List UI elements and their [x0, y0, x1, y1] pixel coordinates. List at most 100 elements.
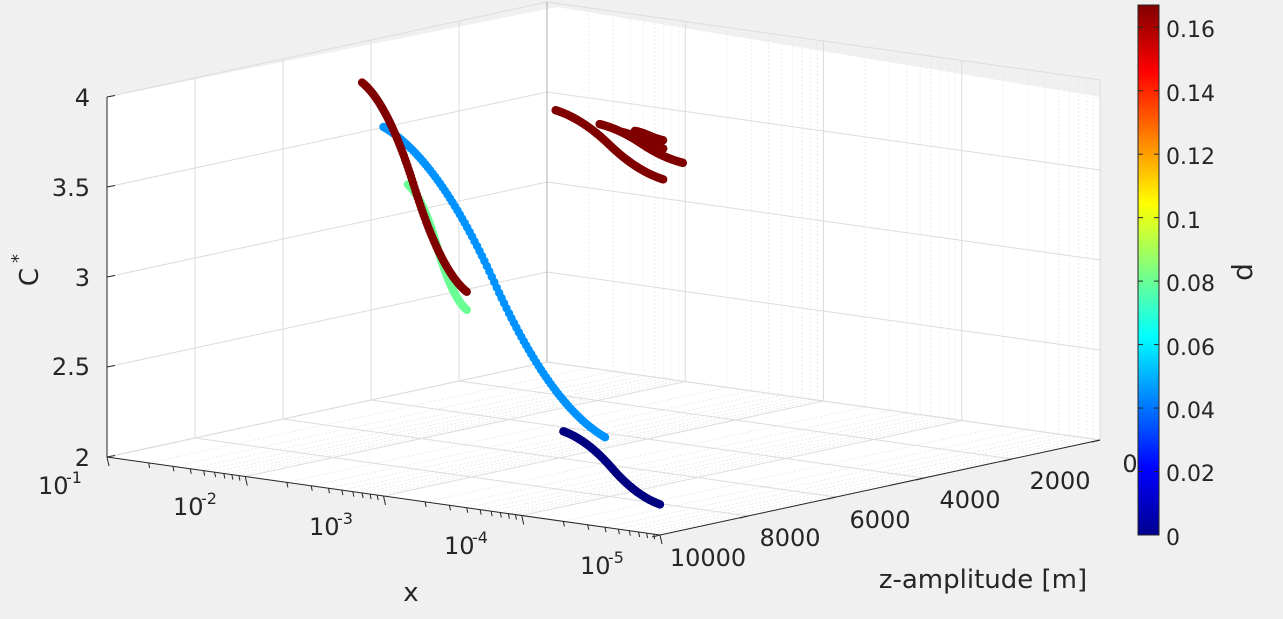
- x-minor-tick: [369, 494, 372, 500]
- colorbar-tick-label-0-12: 0.12: [1166, 145, 1215, 170]
- x-tick: [244, 476, 248, 486]
- z-tick: [106, 275, 116, 278]
- x-minor-tick: [361, 492, 364, 499]
- floor-grid-line: [370, 399, 925, 479]
- x-tick-base: 10: [38, 472, 69, 500]
- z-tick-label-3: 3: [75, 264, 90, 292]
- z-tick-label-4: 4: [75, 84, 90, 112]
- floor-minor-grid-line: [508, 418, 949, 515]
- x-minor-tick: [604, 527, 607, 533]
- colorbar-tick-label-0-1: 0.1: [1166, 209, 1201, 234]
- y-tick-label-10000: 10000: [670, 544, 746, 572]
- data-curves: [357, 78, 688, 509]
- floor-minor-grid-line: [352, 396, 793, 493]
- y-tick: [915, 477, 925, 481]
- x-minor-tick: [448, 505, 451, 511]
- x-minor-tick: [479, 509, 482, 515]
- colorbar-tick-label-0-16: 0.16: [1166, 18, 1215, 43]
- floor-minor-grid-line: [563, 425, 1004, 522]
- series-curve: [357, 78, 471, 296]
- z-tick-label-3-5: 3.5: [52, 174, 90, 202]
- right-wall-grid-line: [546, 361, 1101, 441]
- y-tick-label-6000: 6000: [849, 506, 910, 534]
- x-tick-label-1e-5: 10 -5: [580, 548, 624, 580]
- left-wall-grid-line: [106, 1, 548, 98]
- y-tick-label-4000: 4000: [939, 486, 1000, 514]
- floor-grid-line: [521, 420, 962, 516]
- x-minor-tick: [286, 482, 289, 488]
- x-tick-base: 10: [580, 552, 611, 580]
- z-axis-label-sup: *: [8, 254, 29, 263]
- floor-minor-grid-line: [587, 429, 1028, 526]
- x-minor-tick: [587, 524, 590, 530]
- y-tick: [651, 534, 661, 538]
- x-minor-tick: [376, 495, 379, 501]
- x-minor-tick: [310, 485, 313, 491]
- floor-minor-grid-line: [480, 414, 921, 511]
- colorbar-tick-label-0: 0: [1166, 526, 1180, 551]
- floor-minor-grid-line: [515, 419, 956, 515]
- z-tick: [106, 95, 116, 98]
- left-wall-grid-line: [106, 181, 548, 278]
- right-wall-grid-line: [546, 91, 1101, 171]
- x-minor-tick: [466, 507, 469, 513]
- x-tick-label-1e-2: 10 -2: [173, 489, 217, 521]
- left-wall-grid-line: [106, 361, 548, 458]
- colorbar[interactable]: [1137, 4, 1160, 536]
- x-minor-tick: [203, 470, 206, 476]
- x-minor-tick: [646, 533, 649, 539]
- x-minor-tick: [638, 531, 641, 538]
- x-tick-base: 10: [309, 513, 340, 541]
- data-point: [379, 122, 388, 132]
- floor-minor-grid-line: [629, 435, 1070, 532]
- data-point: [357, 78, 367, 87]
- colorbar-tick-label-0-14: 0.14: [1166, 82, 1215, 107]
- x-minor-tick: [231, 474, 234, 480]
- x-tick-label-1e-4: 10 -4: [444, 528, 488, 560]
- x-tick-base: 10: [444, 532, 475, 560]
- x-minor-tick: [327, 488, 330, 494]
- series-curve: [630, 126, 668, 145]
- x-tick: [659, 534, 663, 545]
- colorbar-tick-label-0-04: 0.04: [1166, 399, 1215, 424]
- y-tick-label-8000: 8000: [759, 524, 820, 552]
- x-tick-label-1e-3: 10 -3: [309, 509, 353, 541]
- colorbar-tick-label-0-06: 0.06: [1166, 336, 1215, 361]
- floor-minor-grid-line: [172, 370, 614, 467]
- floor-minor-grid-line: [190, 373, 631, 470]
- x-minor-tick: [507, 513, 510, 519]
- x-minor-tick: [172, 466, 175, 472]
- data-point: [595, 119, 604, 129]
- y-tick: [827, 496, 837, 500]
- floor-minor-grid-line: [466, 412, 907, 509]
- y-tick: [1003, 458, 1013, 462]
- z-axis-label: C *: [8, 254, 45, 286]
- x-minor-tick: [490, 511, 493, 517]
- axis-ticks: [106, 95, 1101, 545]
- floor-minor-grid-line: [638, 436, 1079, 533]
- x-minor-tick: [214, 472, 217, 478]
- z-tick-label-2-5: 2.5: [52, 353, 90, 381]
- x-minor-tick: [352, 491, 355, 497]
- floor-minor-grid-line: [286, 386, 727, 483]
- z-tick-label-2: 2: [75, 444, 90, 472]
- back-wall-right: [557, 7, 1100, 440]
- y-axis-line: [659, 439, 1101, 536]
- floor-grid-line: [458, 380, 1013, 460]
- y-tick-label-2000: 2000: [1029, 467, 1090, 495]
- series-curve: [551, 106, 668, 184]
- data-point: [630, 126, 640, 136]
- floor-minor-grid-line: [223, 378, 664, 474]
- floor-minor-grid-line: [203, 375, 644, 472]
- colorbar-tick-label-0-02: 0.02: [1166, 462, 1215, 487]
- x-minor-tick: [189, 468, 192, 474]
- right-wall-grid-line: [546, 271, 1101, 351]
- x-minor-tick: [499, 512, 502, 518]
- data-point: [559, 427, 568, 436]
- x-tick: [383, 495, 386, 506]
- floor-grid-line: [383, 400, 824, 497]
- floor-minor-grid-line: [500, 417, 941, 513]
- left-wall-grid-line: [106, 91, 548, 188]
- data-point: [617, 127, 626, 137]
